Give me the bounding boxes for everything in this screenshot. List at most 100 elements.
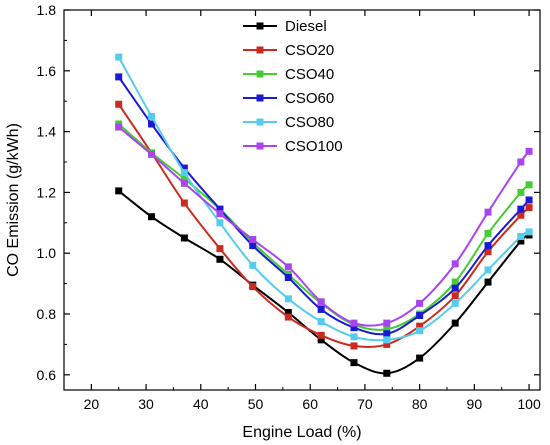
series-line-cso20: [117, 103, 530, 348]
point-cso80-25: [115, 53, 123, 61]
legend-item-diesel: Diesel: [243, 18, 327, 35]
legend-item-cso20: CSO20: [243, 42, 334, 59]
x-tick-label-70: 70: [357, 396, 373, 412]
point-cso60-80: [416, 312, 424, 320]
point-cso20-43.5: [216, 245, 224, 253]
point-cso40-100: [525, 181, 533, 189]
point-cso80-68: [350, 333, 358, 341]
point-cso100-98.5: [517, 158, 525, 166]
point-cso20-92.5: [484, 248, 492, 256]
legend-item-cso40: CSO40: [243, 66, 334, 83]
point-cso80-43.5: [216, 219, 224, 227]
point-cso60-25: [115, 73, 123, 81]
point-cso60-62: [317, 305, 325, 313]
point-cso100-100: [525, 147, 533, 155]
legend-label: CSO60: [285, 90, 334, 107]
point-cso60-68: [350, 324, 358, 332]
legend-swatch-marker: [256, 22, 264, 30]
point-cso40-37: [180, 175, 188, 183]
legend-item-cso80: CSO80: [243, 114, 334, 131]
x-tick-label-50: 50: [248, 396, 264, 412]
point-cso100-92.5: [484, 208, 492, 216]
point-cso40-86.5: [451, 278, 459, 286]
series-cso80: [115, 53, 533, 344]
point-cso60-74: [383, 330, 391, 338]
point-cso20-74: [383, 340, 391, 348]
point-diesel-92.5: [484, 278, 492, 286]
point-cso20-98.5: [517, 211, 525, 219]
legend-label: CSO20: [285, 42, 334, 59]
point-cso60-92.5: [484, 242, 492, 250]
point-diesel-80: [416, 354, 424, 362]
legend-item-cso100: CSO100: [243, 138, 343, 155]
point-cso60-31: [148, 120, 156, 128]
point-diesel-37: [180, 234, 188, 242]
y-tick-label-1.6: 1.6: [37, 63, 57, 79]
point-diesel-68: [350, 359, 358, 367]
point-cso40-74: [383, 325, 391, 333]
point-cso60-37: [180, 164, 188, 172]
legend-swatch-marker: [256, 70, 264, 78]
point-cso20-86.5: [451, 292, 459, 300]
y-tick-label-0.6: 0.6: [37, 367, 57, 383]
point-cso20-25: [115, 100, 123, 108]
point-cso100-49.5: [249, 236, 257, 244]
point-cso20-49.5: [249, 283, 257, 291]
point-diesel-43.5: [216, 255, 224, 263]
point-cso20-68: [350, 342, 358, 350]
point-cso60-43.5: [216, 205, 224, 213]
point-cso20-62: [317, 331, 325, 339]
point-cso100-74: [383, 319, 391, 327]
point-cso60-98.5: [517, 205, 525, 213]
point-cso100-25: [115, 123, 123, 131]
point-cso100-37: [180, 179, 188, 187]
point-cso80-98.5: [517, 232, 525, 240]
legend-swatch-marker: [256, 94, 264, 102]
legend-swatch-marker: [256, 46, 264, 54]
x-tick-label-40: 40: [193, 396, 209, 412]
point-cso20-56: [284, 313, 292, 321]
x-tick-label-100: 100: [517, 396, 541, 412]
point-cso20-80: [416, 322, 424, 330]
y-tick-label-1.2: 1.2: [37, 184, 57, 200]
point-cso80-56: [284, 295, 292, 303]
x-tick-label-90: 90: [467, 396, 483, 412]
point-cso60-49.5: [249, 242, 257, 250]
legend-label: CSO40: [285, 66, 334, 83]
legend-label: Diesel: [285, 18, 327, 35]
point-diesel-98.5: [517, 237, 525, 245]
point-cso80-86.5: [451, 299, 459, 307]
point-cso80-74: [383, 336, 391, 344]
series-cso20: [115, 100, 533, 350]
x-tick-label-80: 80: [412, 396, 428, 412]
point-diesel-31: [148, 213, 156, 221]
point-cso80-62: [317, 318, 325, 326]
point-cso20-37: [180, 199, 188, 207]
y-tick-label-1.8: 1.8: [37, 2, 57, 18]
y-tick-label-0.8: 0.8: [37, 306, 57, 322]
point-cso60-100: [525, 196, 533, 204]
point-diesel-74: [383, 369, 391, 377]
point-cso100-80: [416, 299, 424, 307]
legend-label: CSO80: [285, 114, 334, 131]
point-cso100-86.5: [451, 260, 459, 268]
point-cso60-86.5: [451, 284, 459, 292]
point-cso100-68: [350, 319, 358, 327]
legend-item-cso60: CSO60: [243, 90, 334, 107]
series-cso100: [115, 123, 533, 327]
legend-swatch-marker: [256, 118, 264, 126]
point-cso80-31: [148, 112, 156, 120]
point-diesel-25: [115, 187, 123, 195]
legend-label: CSO100: [285, 138, 343, 155]
x-tick-label-30: 30: [138, 396, 154, 412]
point-diesel-86.5: [451, 319, 459, 327]
y-tick-label-1.0: 1.0: [37, 245, 57, 261]
point-diesel-62: [317, 336, 325, 344]
y-tick-label-1.4: 1.4: [37, 124, 57, 140]
point-cso80-49.5: [249, 261, 257, 269]
point-cso80-80: [416, 327, 424, 335]
point-cso100-43.5: [216, 210, 224, 218]
point-diesel-56: [284, 308, 292, 316]
point-cso100-31: [148, 150, 156, 158]
